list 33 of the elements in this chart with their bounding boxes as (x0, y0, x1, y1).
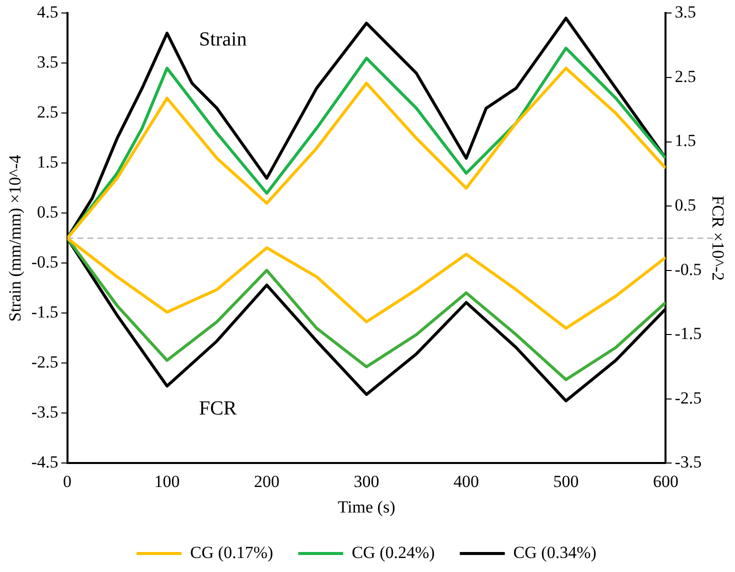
x-tick-label: 200 (254, 472, 280, 491)
legend-label: CG (0.24%) (352, 542, 435, 562)
y2-tick-label: -3.5 (674, 452, 702, 472)
y2-tick-label: -0.5 (674, 260, 702, 279)
y-tick-label: 0.5 (37, 202, 58, 222)
legend-label: CG (0.17%) (190, 542, 274, 562)
y-tick-label: 4.5 (37, 2, 58, 22)
x-tick-label: 0 (63, 472, 72, 491)
annotation: Strain (198, 28, 247, 50)
y-tick-label: -4.5 (31, 452, 58, 472)
y2-tick-label: -2.5 (674, 388, 702, 408)
x-tick-label: 600 (652, 472, 678, 491)
y2-tick-label: 2.5 (674, 66, 696, 86)
x-tick-label: 100 (154, 472, 180, 491)
x-tick-label: 300 (354, 472, 380, 491)
y2-tick-label: 0.5 (674, 196, 696, 215)
y2-tick-label: 1.5 (674, 131, 696, 150)
y-tick-label: 1.5 (37, 152, 58, 172)
y-tick-label: -3.5 (31, 402, 58, 422)
y-tick-label: -2.5 (31, 352, 58, 372)
legend-label: CG (0.34%) (513, 542, 596, 562)
y-tick-label: -0.5 (31, 252, 58, 272)
y2-tick-label: -1.5 (674, 324, 702, 344)
x-tick-label: 500 (553, 472, 579, 491)
y-tick-label: 3.5 (37, 52, 58, 72)
y2-tick-label: 3.5 (674, 2, 696, 22)
x-axis-title: Time (s) (338, 497, 396, 516)
y-tick-label: -1.5 (31, 302, 58, 322)
y2-axis-title: FCR ×10^-2 (708, 196, 728, 281)
y-tick-label: 2.5 (37, 102, 58, 122)
y-axis-title: Strain (mm/mm) ×10^-4 (6, 154, 25, 322)
annotation: FCR (198, 397, 238, 420)
x-tick-label: 400 (453, 472, 479, 491)
